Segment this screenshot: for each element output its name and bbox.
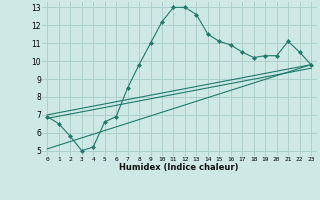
X-axis label: Humidex (Indice chaleur): Humidex (Indice chaleur): [119, 163, 239, 172]
